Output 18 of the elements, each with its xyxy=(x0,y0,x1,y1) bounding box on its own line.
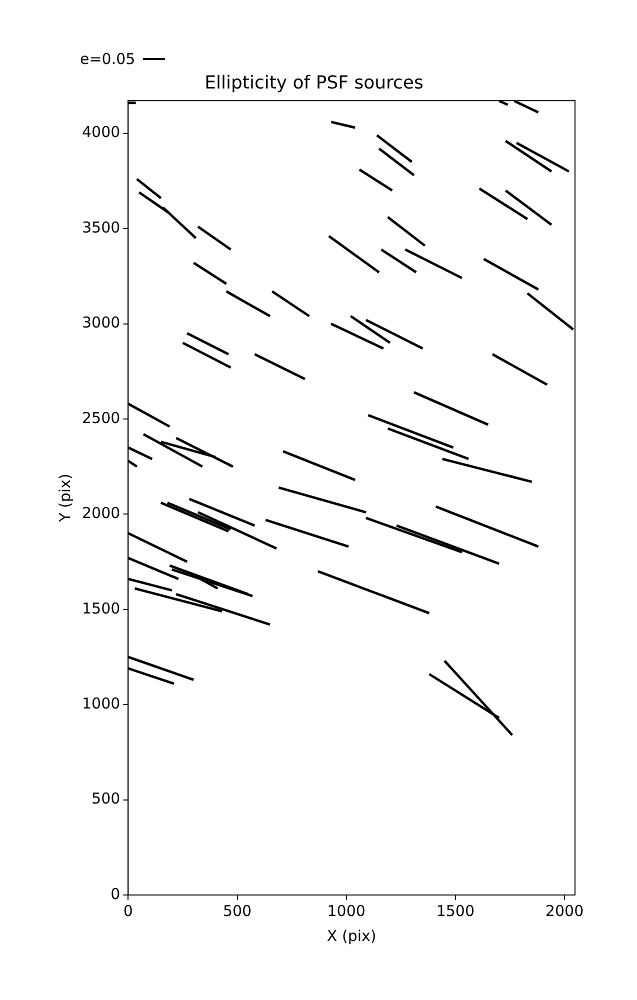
y-tick-label: 2000 xyxy=(82,504,120,522)
x-tick-label: 500 xyxy=(222,902,252,920)
y-tick-label: 3000 xyxy=(82,314,120,332)
x-tick-label: 2000 xyxy=(545,902,584,920)
text: e=0.05 xyxy=(80,50,136,68)
x-tick-label: 1000 xyxy=(327,902,366,920)
x-tick-label: 0 xyxy=(123,902,133,920)
y-tick-label: 3500 xyxy=(82,218,120,236)
y-tick-label: 4000 xyxy=(82,123,120,142)
x-axis-title: X (pix) xyxy=(326,926,376,945)
y-tick-label: 500 xyxy=(92,790,120,808)
y-tick-label: 1500 xyxy=(82,599,120,618)
chart-title: Ellipticity of PSF sources xyxy=(204,72,424,94)
y-tick-label: 2500 xyxy=(82,408,120,427)
y-tick-label: 1000 xyxy=(82,694,120,712)
y-axis-title: Y (pix) xyxy=(56,474,74,523)
x-tick-label: 1500 xyxy=(436,902,475,920)
y-tick-label: 0 xyxy=(110,884,120,903)
